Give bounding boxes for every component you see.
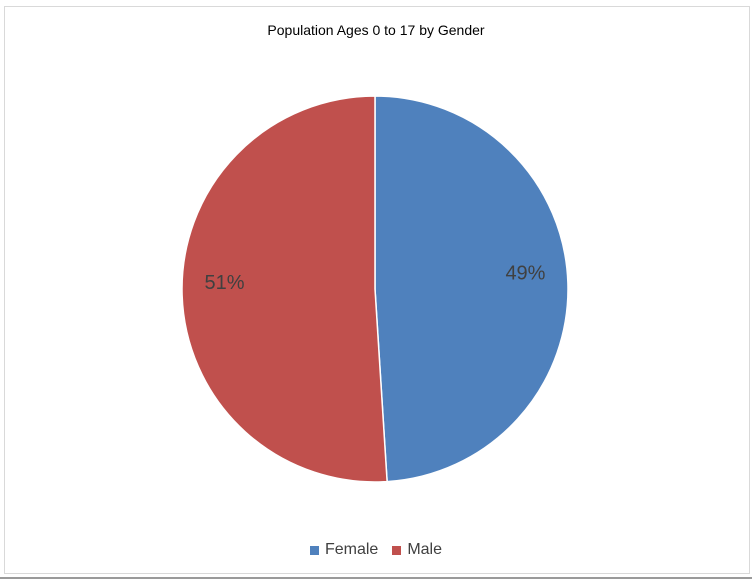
data-label-male: 51% xyxy=(205,272,245,294)
legend-item-male: Male xyxy=(392,541,442,559)
legend-item-female: Female xyxy=(309,541,379,559)
pie-slice-female xyxy=(374,95,569,483)
pie-slice-male xyxy=(181,95,388,483)
legend: Female Male xyxy=(0,541,752,559)
legend-swatch-female xyxy=(309,545,319,555)
legend-label-male: Male xyxy=(407,541,443,558)
data-label-female: 49% xyxy=(505,263,545,285)
divider xyxy=(0,577,752,579)
legend-swatch-male xyxy=(392,545,402,555)
chart-title: Population Ages 0 to 17 by Gender xyxy=(267,22,485,38)
legend-label-female: Female xyxy=(324,541,379,558)
